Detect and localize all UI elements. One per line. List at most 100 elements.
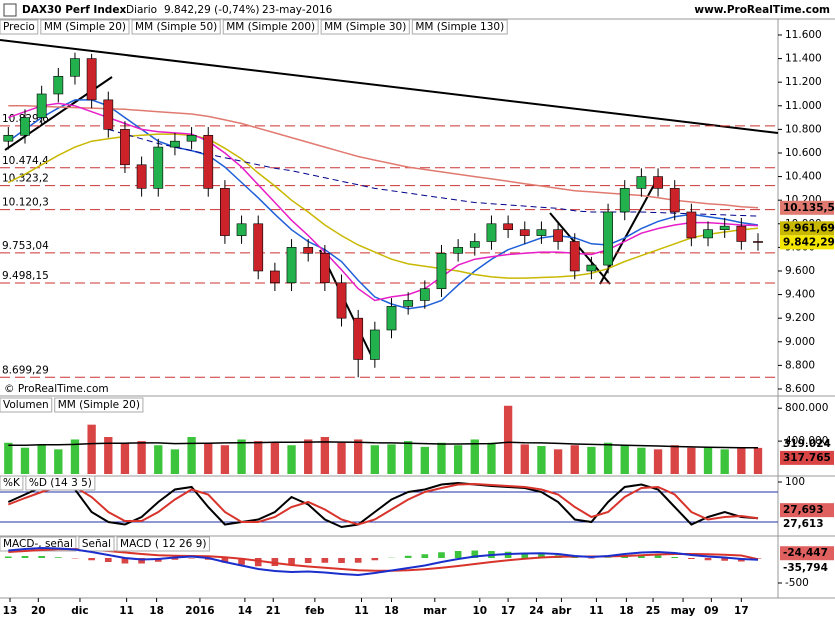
legend-entry-box — [411, 19, 508, 35]
histogram-bar — [171, 558, 179, 560]
histogram-bar — [688, 558, 695, 559]
last-volume-box — [780, 450, 834, 465]
candle-body — [669, 188, 680, 213]
candle-body — [53, 75, 64, 95]
legend-entry-box — [320, 19, 410, 35]
volume-bar — [354, 439, 363, 474]
volume-bar — [587, 446, 596, 474]
histogram-bar — [21, 556, 29, 558]
series-line — [8, 105, 759, 209]
level-label: 9.753,04 — [2, 240, 49, 252]
candle-body — [36, 93, 47, 118]
volume-bar — [720, 449, 729, 474]
candle-body — [503, 223, 513, 230]
last-value-box — [780, 200, 834, 215]
y-tick-label: 10.400 — [785, 171, 822, 183]
level-label: 8.699,29 — [2, 364, 49, 376]
histogram-bar — [521, 552, 529, 558]
volume-bar — [37, 445, 46, 474]
histogram-bar — [438, 552, 445, 558]
trend-line — [549, 212, 611, 285]
candle-body — [703, 229, 713, 239]
y-tick-label: 9.000 — [785, 336, 815, 348]
histogram-bar — [54, 557, 62, 558]
candle-body — [303, 247, 314, 254]
x-tick-label: 20 — [31, 605, 46, 617]
volume-bar — [470, 439, 479, 474]
candle-body — [170, 140, 180, 148]
volume-bar — [4, 442, 13, 474]
x-tick-label: 25 — [646, 605, 661, 617]
x-tick-label: 21 — [266, 605, 281, 617]
candle-body — [636, 176, 647, 189]
y-tick-label: 9.400 — [785, 289, 815, 301]
histogram-bar — [421, 554, 429, 558]
volume-bar — [687, 447, 696, 474]
histogram-bar — [304, 558, 312, 563]
volume-bar — [237, 439, 246, 474]
candle-body — [236, 223, 247, 236]
candle-body — [469, 241, 480, 248]
histogram-bar — [354, 558, 362, 563]
candle-body — [519, 229, 530, 236]
legend-entry-box — [222, 19, 319, 35]
candle-body — [686, 211, 697, 239]
histogram-bar — [638, 555, 645, 558]
volume-bar — [20, 447, 30, 474]
volume-bar — [487, 442, 496, 474]
last-volume: 317.765 — [783, 452, 831, 464]
volume-bar — [753, 447, 763, 474]
x-tick-label: 11 — [589, 605, 604, 617]
volume-bar — [320, 437, 330, 474]
volume-bar — [420, 446, 429, 474]
volume-bar — [370, 445, 380, 474]
legend-entry-box — [25, 475, 96, 491]
volume-bar — [87, 424, 96, 474]
histogram-bar — [471, 550, 479, 558]
candle-body — [386, 306, 397, 331]
candle-body — [719, 225, 730, 230]
last-value-box — [780, 221, 834, 236]
x-tick-label: 17 — [734, 605, 749, 617]
candle-body — [453, 247, 464, 254]
legend-entry: %K — [3, 477, 21, 489]
watermark: © ProRealTime.com — [4, 383, 109, 395]
histogram-bar — [721, 558, 729, 561]
y-tick-label: 100 — [785, 476, 805, 488]
x-tick-label: 09 — [704, 605, 719, 617]
candle-body — [203, 134, 214, 189]
volume-bar — [304, 439, 313, 474]
date: 23-may-2016 — [262, 4, 333, 16]
candle-body — [319, 252, 330, 284]
legend-entry-box — [54, 397, 144, 413]
y-tick-label: 11.000 — [785, 100, 822, 112]
y-tick-label: 9.200 — [785, 312, 815, 324]
histogram-bar — [121, 558, 129, 564]
x-tick-label: 17 — [501, 605, 516, 617]
last-value-box — [780, 560, 834, 575]
legend-entry: MM (Simple 20) — [58, 399, 140, 411]
candle-body — [103, 99, 114, 130]
candle-body — [336, 282, 347, 319]
x-tick-label: 10 — [472, 605, 487, 617]
volume-bar — [737, 448, 746, 474]
histogram-bar — [404, 555, 412, 558]
y-tick-label: 8.800 — [785, 359, 815, 371]
last-value: 27,613 — [783, 518, 824, 530]
volume-bar — [187, 437, 196, 474]
legend-entry: MM (Simple 50) — [135, 21, 217, 33]
level-label: 10.323,2 — [2, 173, 49, 185]
volume-bar — [137, 441, 146, 474]
volume-bar — [653, 449, 663, 474]
legend-entry-box — [78, 536, 115, 552]
candle-body — [553, 229, 563, 242]
histogram-bar — [538, 553, 545, 558]
volume-bar — [603, 442, 613, 474]
candle-body — [603, 211, 613, 266]
histogram-bar — [321, 558, 329, 563]
candle-body — [20, 117, 30, 136]
volume-bar — [437, 442, 446, 474]
series-line — [108, 128, 759, 217]
legend-entry-box — [40, 19, 130, 35]
